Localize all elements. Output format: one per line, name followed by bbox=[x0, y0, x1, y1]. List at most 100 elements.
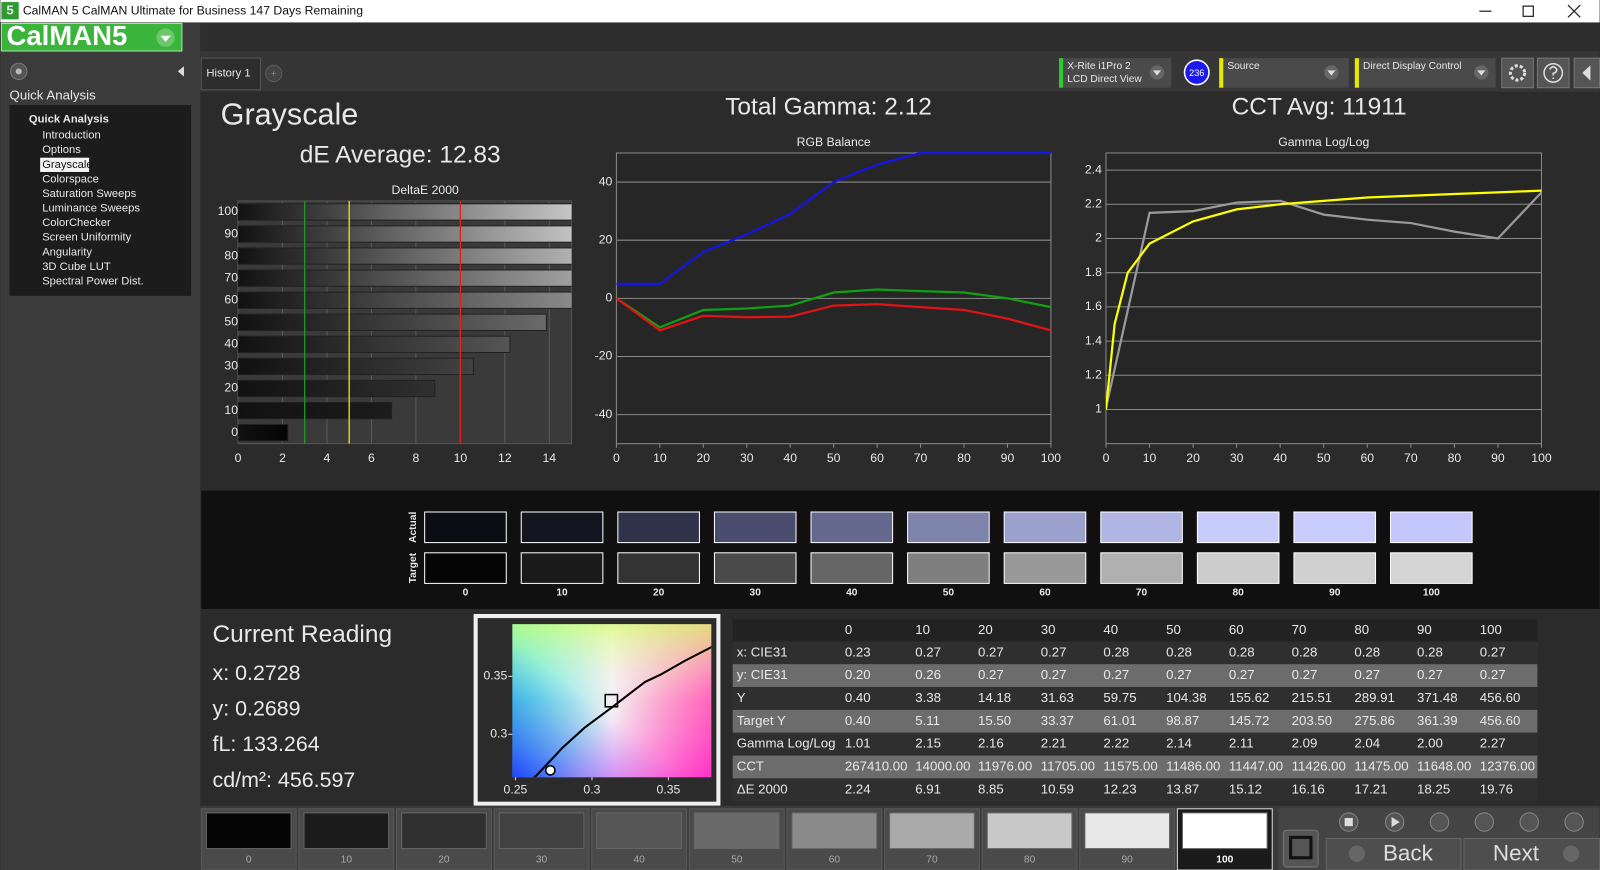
table-cell: 11475.00 bbox=[1354, 758, 1408, 773]
patch-label[interactable]: 60 bbox=[829, 854, 841, 865]
source-status bbox=[1219, 58, 1224, 88]
series-line bbox=[616, 151, 1051, 285]
table-cell: 275.86 bbox=[1354, 713, 1395, 728]
tree-item[interactable]: ColorChecker bbox=[42, 217, 111, 229]
target-swatch bbox=[1100, 552, 1183, 584]
tree-item[interactable]: 3D Cube LUT bbox=[42, 261, 111, 273]
actual-label: Actual bbox=[408, 512, 419, 543]
source-label[interactable]: Source bbox=[1227, 61, 1260, 72]
maximize-button[interactable] bbox=[1522, 5, 1534, 17]
table-cell: 456.60 bbox=[1480, 690, 1521, 705]
y-tick-label: 2.4 bbox=[1085, 162, 1102, 176]
table-cell: 15.50 bbox=[978, 713, 1011, 728]
actual-swatch bbox=[1196, 511, 1280, 544]
series bbox=[1105, 189, 1542, 410]
patch-color bbox=[889, 812, 975, 850]
close-button[interactable] bbox=[1567, 4, 1581, 18]
y-tick-label: 0 bbox=[231, 425, 238, 439]
table-cell: 14.18 bbox=[978, 690, 1011, 705]
actual-swatch bbox=[424, 511, 507, 544]
patch-label[interactable]: 80 bbox=[1024, 854, 1036, 865]
tree-item[interactable]: Options bbox=[42, 144, 81, 156]
table-cell: 0.28 bbox=[1229, 644, 1255, 659]
meter-name[interactable]: X-Rite i1Pro 2 bbox=[1067, 61, 1131, 72]
history-tab[interactable] bbox=[200, 57, 261, 91]
row-label: Y bbox=[737, 690, 746, 705]
tree-item[interactable]: Luminance Sweeps bbox=[42, 203, 140, 215]
patch-label[interactable]: 30 bbox=[536, 854, 548, 865]
table-cell: 1.01 bbox=[845, 736, 871, 751]
sidebar-heading: Quick Analysis bbox=[10, 87, 97, 102]
display-selector[interactable] bbox=[1354, 58, 1496, 88]
patch-label[interactable]: 0 bbox=[246, 854, 252, 865]
table-cell: 18.25 bbox=[1417, 781, 1450, 796]
column-header: 50 bbox=[1166, 622, 1181, 637]
tab-label[interactable]: History 1 bbox=[206, 67, 250, 79]
row-label: ΔE 2000 bbox=[737, 781, 788, 796]
table-cell: 16.16 bbox=[1292, 781, 1325, 796]
table-cell: 5.11 bbox=[915, 713, 940, 728]
meter-badge[interactable] bbox=[1183, 59, 1210, 86]
patch-color bbox=[303, 812, 390, 850]
tree-item[interactable]: Grayscale bbox=[42, 159, 92, 171]
window-controls[interactable] bbox=[1479, 4, 1581, 18]
patch-label[interactable]: 20 bbox=[438, 854, 450, 865]
tree-root[interactable]: Quick Analysis bbox=[29, 113, 109, 125]
x-tick-label: 20 bbox=[1186, 451, 1200, 465]
patch-label[interactable]: 10 bbox=[341, 854, 353, 865]
meter-mode[interactable]: LCD Direct View bbox=[1067, 74, 1142, 85]
tree-item[interactable]: Spectral Power Dist. bbox=[42, 275, 144, 287]
y-tick-label: 0.35 bbox=[483, 669, 507, 683]
logo-button[interactable] bbox=[0, 22, 183, 52]
collapse-sidebar[interactable] bbox=[177, 66, 184, 77]
tree-item[interactable]: Saturation Sweeps bbox=[42, 188, 136, 200]
actual-swatch bbox=[617, 511, 700, 544]
table-cell: 0.27 bbox=[978, 644, 1004, 659]
table-cell: 15.12 bbox=[1229, 781, 1262, 796]
patch-label[interactable]: 90 bbox=[1122, 854, 1134, 865]
x-tick-label: 20 bbox=[697, 451, 711, 465]
add-tab[interactable] bbox=[265, 64, 283, 83]
table-cell: 8.85 bbox=[978, 781, 1004, 796]
table-cell: 31.63 bbox=[1041, 690, 1074, 705]
x-tick-label: 2 bbox=[279, 451, 286, 465]
tree-item[interactable]: Screen Uniformity bbox=[42, 232, 131, 244]
actual-swatch bbox=[1390, 511, 1473, 544]
table-cell: 2.22 bbox=[1103, 736, 1129, 751]
table-cell: 61.01 bbox=[1103, 713, 1136, 728]
patch-label[interactable]: 40 bbox=[633, 854, 645, 865]
settings-button[interactable] bbox=[1501, 57, 1534, 89]
y-tick-label: 1.8 bbox=[1085, 265, 1102, 279]
table-cell: 12376.00 bbox=[1480, 758, 1535, 773]
tree-item[interactable]: Colorspace bbox=[42, 173, 99, 185]
swatch-label: 0 bbox=[463, 587, 469, 598]
add-tab-label[interactable]: + bbox=[271, 69, 277, 80]
stop-button[interactable] bbox=[1282, 829, 1319, 868]
tree-item[interactable]: Introduction bbox=[42, 130, 101, 142]
next-label[interactable]: Next bbox=[1493, 841, 1540, 866]
y-tick-label: 1 bbox=[1095, 402, 1102, 416]
dropdown-arrow bbox=[1477, 70, 1486, 76]
series-line bbox=[616, 297, 1051, 332]
title-bar bbox=[0, 0, 1600, 23]
confirm[interactable] bbox=[1564, 812, 1584, 832]
back-button[interactable] bbox=[1325, 837, 1462, 870]
swatches: 0 10 20 30 40 50 60 70 80 90 100 bbox=[424, 511, 1473, 598]
loop-measure[interactable] bbox=[1474, 812, 1495, 832]
display-label[interactable]: Direct Display Control bbox=[1363, 61, 1462, 72]
table-cell: 2.11 bbox=[1229, 736, 1254, 751]
patch-label[interactable]: 100 bbox=[1216, 854, 1233, 865]
patch-label[interactable]: 50 bbox=[731, 854, 743, 865]
column-header: 40 bbox=[1103, 622, 1118, 637]
workflow-tree bbox=[9, 105, 192, 296]
table-cell: 0.28 bbox=[1166, 644, 1192, 659]
x-tick-label: 6 bbox=[368, 451, 375, 465]
refresh[interactable] bbox=[1519, 812, 1539, 832]
tree-item[interactable]: Angularity bbox=[42, 246, 92, 258]
table-cell: 6.91 bbox=[915, 781, 941, 796]
swatch-label: 30 bbox=[750, 587, 762, 598]
patch-label[interactable]: 70 bbox=[926, 854, 938, 865]
table-cell: 0.23 bbox=[845, 644, 871, 659]
back-label[interactable]: Back bbox=[1383, 841, 1434, 866]
measure-all[interactable] bbox=[1429, 812, 1450, 832]
